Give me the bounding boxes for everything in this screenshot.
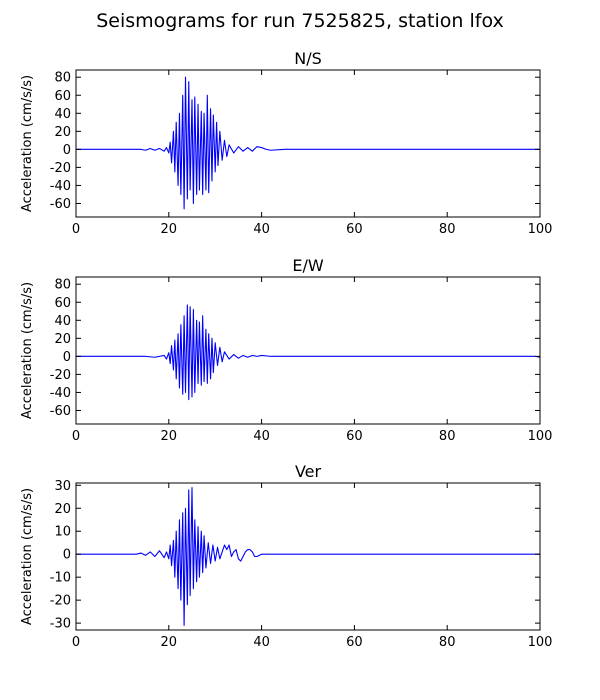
x-tick-label: 20 (161, 429, 178, 444)
x-tick-label: 100 (528, 635, 553, 650)
y-tick-label: 0 (63, 548, 71, 563)
x-tick-label: 20 (161, 635, 178, 650)
x-tick-label: 100 (528, 429, 553, 444)
x-tick-label: 100 (528, 222, 553, 237)
x-tick-label: 60 (346, 635, 363, 650)
y-tick-label: 10 (54, 525, 71, 540)
x-tick-label: 0 (72, 429, 80, 444)
x-tick-label: 0 (72, 222, 80, 237)
y-tick-label: 0 (63, 350, 71, 365)
x-tick-label: 80 (439, 222, 456, 237)
subplot-title: N/S (294, 49, 322, 68)
x-tick-label: 80 (439, 429, 456, 444)
x-tick-label: 40 (253, 635, 270, 650)
y-tick-label: 80 (54, 71, 71, 86)
subplot-title: E/W (292, 256, 324, 275)
y-tick-label: 20 (54, 125, 71, 140)
x-tick-label: 0 (72, 635, 80, 650)
y-tick-label: 20 (54, 502, 71, 517)
x-tick-label: 80 (439, 635, 456, 650)
y-tick-label: 60 (54, 89, 71, 104)
subplot-title: Ver (295, 462, 322, 481)
y-tick-label: 80 (54, 278, 71, 293)
y-tick-label: -30 (50, 617, 71, 632)
subplot-n-s: N/S Acceleration (cm/s/s) 0 20 40 60 80 100 -60 -… (20, 49, 552, 237)
y-tick-label: -20 (50, 161, 71, 176)
y-tick-label: 40 (54, 107, 71, 122)
y-tick-label: -40 (50, 179, 71, 194)
subplot-e-w: E/W Acceleration (cm/s/s) 0 20 40 60 80 100 -60 -… (20, 256, 552, 444)
axes-frame (76, 277, 540, 424)
trace-line (76, 77, 540, 209)
y-tick-label: 20 (54, 332, 71, 347)
y-tick-label: 0 (63, 143, 71, 158)
axes-frame (76, 483, 540, 630)
y-tick-label: 60 (54, 296, 71, 311)
y-axis-label: Acceleration (cm/s/s) (20, 75, 35, 212)
x-tick-label: 60 (346, 429, 363, 444)
y-tick-label: -20 (50, 594, 71, 609)
y-axis-label: Acceleration (cm/s/s) (20, 488, 35, 625)
y-tick-label: 40 (54, 314, 71, 329)
x-tick-label: 40 (253, 429, 270, 444)
y-tick-label: -60 (50, 404, 71, 419)
y-tick-label: -10 (50, 571, 71, 586)
axes-frame (76, 70, 540, 217)
y-tick-label: -40 (50, 386, 71, 401)
y-tick-label: -60 (50, 197, 71, 212)
y-axis-label: Acceleration (cm/s/s) (20, 282, 35, 419)
x-tick-label: 20 (161, 222, 178, 237)
y-tick-label: -20 (50, 368, 71, 383)
trace-line (76, 305, 540, 400)
trace-line (76, 488, 540, 626)
x-tick-label: 60 (346, 222, 363, 237)
x-tick-label: 40 (253, 222, 270, 237)
y-tick-label: 30 (54, 479, 71, 494)
